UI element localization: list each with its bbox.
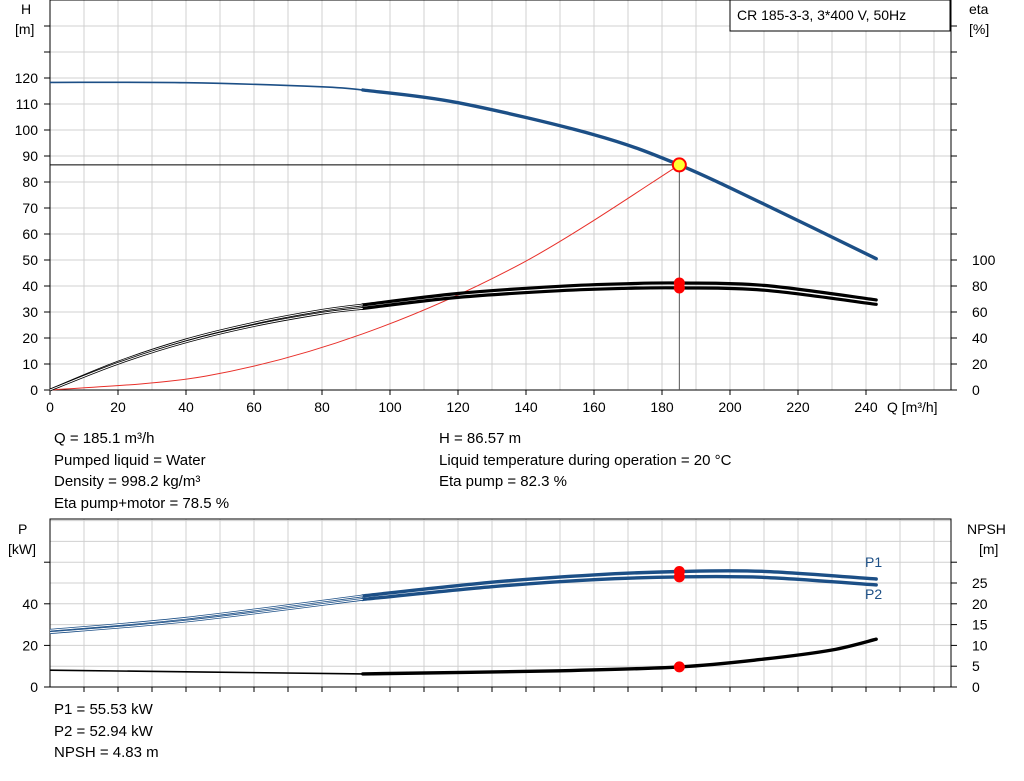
p1-curve-operating xyxy=(361,569,878,598)
duty-point-marker xyxy=(671,157,687,173)
x-tick-label: 0 xyxy=(46,399,54,415)
x-tick-label: 180 xyxy=(650,399,674,415)
h-tick-label: 50 xyxy=(22,252,38,268)
x-tick-label: 160 xyxy=(582,399,606,415)
top-chart-frame xyxy=(49,0,952,391)
info-density: Density = 998.2 kg/m³ xyxy=(54,473,201,490)
h-tick-label: 90 xyxy=(22,148,38,164)
title-box xyxy=(729,0,951,32)
h-tick-label: 40 xyxy=(22,278,38,294)
info-temperature: Liquid temperature during operation = 20… xyxy=(439,451,732,469)
eta-axis-title: eta xyxy=(969,1,989,17)
q-axis-title: Q [m³/h] xyxy=(887,399,938,415)
eta-tick-label: 20 xyxy=(972,356,988,372)
eta-pump-inner-curve xyxy=(49,304,363,391)
h-tick-label: 120 xyxy=(15,70,39,86)
bottom-chart-frame xyxy=(49,518,952,688)
x-tick-label: 120 xyxy=(446,399,470,415)
info-head: H = 86.57 m xyxy=(439,430,522,447)
bottom-chart-ticks: 0 20 40 0 5 10 15 20 25 xyxy=(22,561,988,695)
p-tick-label: 40 xyxy=(22,596,38,612)
x-tick-label: 140 xyxy=(514,399,538,415)
x-tick-label: 60 xyxy=(246,399,262,415)
info-eta-pump: Eta pump = 82.3 % xyxy=(439,473,567,490)
top-chart-ticks: 0 20 40 60 80 100 120 140 160 180 200 220 2400102030… xyxy=(15,25,996,415)
info-npsh: NPSH = 4.83 m xyxy=(54,744,159,761)
curves-layer xyxy=(49,81,878,676)
eta-axis-unit: [%] xyxy=(969,21,989,37)
npsh-tick-label: 10 xyxy=(972,637,988,653)
eta-total-inner-curve xyxy=(49,307,363,391)
eta-tick-label: 100 xyxy=(972,252,996,268)
x-tick-label: 20 xyxy=(110,399,126,415)
x-tick-label: 100 xyxy=(378,399,402,415)
x-tick-label: 200 xyxy=(718,399,742,415)
npsh-tick-label: 20 xyxy=(972,596,988,612)
npsh-axis-title: NPSH xyxy=(967,521,1006,537)
power-duty-marker xyxy=(673,571,685,583)
top-chart-grid xyxy=(50,0,951,390)
bottom-chart-grid xyxy=(50,519,951,687)
system-curve xyxy=(49,164,680,391)
head-curve-operating xyxy=(361,88,878,261)
markers-layer xyxy=(50,157,687,673)
x-tick-label: 240 xyxy=(854,399,878,415)
p-tick-label: 20 xyxy=(22,637,38,653)
p-axis-title: P xyxy=(18,521,27,537)
p1-curve-label: P1 xyxy=(865,554,882,570)
npsh-duty-marker xyxy=(673,661,685,673)
npsh-curve-operating xyxy=(361,637,878,676)
info-bottom: P1 = 55.53 kW P2 = 52.94 kW NPSH = 4.83 … xyxy=(54,699,159,764)
head-curve xyxy=(49,81,363,91)
info-top-left: Q = 185.1 m³/h Pumped liquid = Water Den… xyxy=(54,428,229,514)
npsh-axis-unit: [m] xyxy=(979,541,998,557)
npsh-tick-label: 15 xyxy=(972,617,988,633)
p1-inner-curve xyxy=(49,595,363,631)
h-tick-label: 20 xyxy=(22,330,38,346)
npsh-tick-label: 25 xyxy=(972,575,988,591)
p2-curve-label: P2 xyxy=(865,586,882,602)
h-tick-label: 80 xyxy=(22,174,38,190)
info-eta-total: Eta pump+motor = 78.5 % xyxy=(54,494,230,512)
eta-total-curve-operating xyxy=(361,286,878,310)
eta-pump-curve-operating xyxy=(361,281,878,307)
h-tick-label: 110 xyxy=(16,96,39,112)
npsh-tick-label: 5 xyxy=(972,658,980,674)
eta-duty-marker xyxy=(673,282,685,294)
h-axis-title: H xyxy=(21,1,31,17)
info-p2: P2 = 52.94 kW xyxy=(54,722,153,740)
eta-pump-curve xyxy=(49,303,363,392)
eta-tick-label: 0 xyxy=(972,382,980,398)
h-tick-label: 100 xyxy=(15,122,39,138)
x-tick-label: 80 xyxy=(314,399,330,415)
title-box-text: CR 185-3-3, 3*400 V, 50Hz xyxy=(737,7,906,23)
info-liquid: Pumped liquid = Water xyxy=(54,451,206,469)
h-tick-label: 70 xyxy=(22,200,38,216)
h-tick-label: 30 xyxy=(22,304,38,320)
eta-tick-label: 60 xyxy=(972,304,988,320)
eta-tick-label: 80 xyxy=(972,278,988,294)
h-axis-unit: [m] xyxy=(15,21,34,37)
npsh-tick-label: 0 xyxy=(972,679,980,695)
p-axis-unit: [kW] xyxy=(8,541,36,557)
p2-curve-operating xyxy=(361,574,878,602)
h-tick-label: 0 xyxy=(30,382,38,398)
x-tick-label: 220 xyxy=(786,399,810,415)
info-p1: P1 = 55.53 kW xyxy=(54,701,153,718)
p2-inner-curve xyxy=(49,598,363,634)
p-tick-label: 0 xyxy=(30,679,38,695)
info-flow: Q = 185.1 m³/h xyxy=(54,430,155,447)
x-tick-label: 40 xyxy=(178,399,194,415)
info-top-right: H = 86.57 m Liquid temperature during op… xyxy=(439,428,731,493)
h-tick-label: 60 xyxy=(22,226,38,242)
h-tick-label: 10 xyxy=(22,356,38,372)
npsh-curve xyxy=(49,669,363,675)
eta-tick-label: 40 xyxy=(972,330,988,346)
